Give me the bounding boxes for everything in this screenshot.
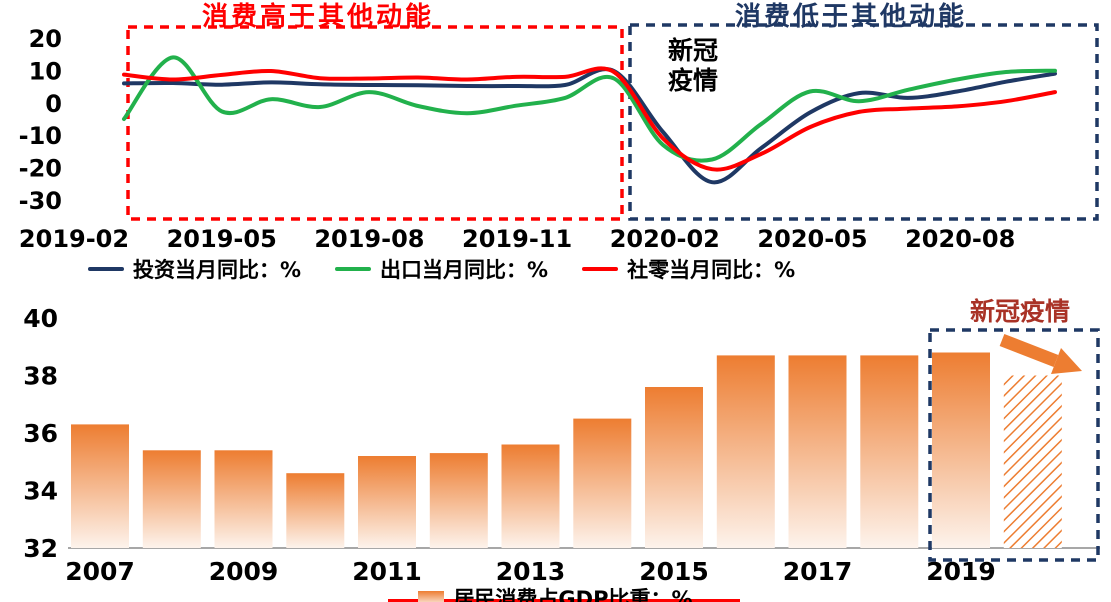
y-axis-tick-label: 38 xyxy=(23,362,58,391)
y-axis-tick-label: 32 xyxy=(23,534,58,563)
legend-label-investment: 投资当月同比：% xyxy=(133,258,302,282)
legend-label-retail: 社零当月同比：% xyxy=(627,258,796,282)
annotation-consumption-below-label: 消费低于其他动能 xyxy=(735,2,968,32)
bar-2015 xyxy=(645,387,703,548)
x-axis-tick-label: 2019-02 xyxy=(19,225,129,253)
covid-arrow-head xyxy=(1051,348,1082,374)
x-axis-tick-label: 2013 xyxy=(496,557,566,586)
bar-2010 xyxy=(286,473,345,548)
x-axis-tick-label: 2020-02 xyxy=(610,225,720,253)
annotation-consumption-above-label: 消费高于其他动能 xyxy=(202,2,435,32)
legend-label-consumption-gdp: 居民消费占GDP比重：% xyxy=(453,587,693,602)
retail-line-swatch xyxy=(582,267,619,271)
annotation-covid-bottom: 新冠疫情 xyxy=(970,297,1071,326)
legend-label-export: 出口当月同比：% xyxy=(380,258,549,282)
y-axis-tick-label: 40 xyxy=(23,304,58,333)
covid-highlight-box xyxy=(628,23,1099,221)
bar-2020 xyxy=(1003,375,1062,548)
bar-2007 xyxy=(71,424,129,548)
x-axis-tick-label: 2019-11 xyxy=(462,225,572,253)
x-axis-tick-label: 2009 xyxy=(209,557,279,586)
covid-arrow-shaft xyxy=(999,333,1059,368)
pre-covid-highlight-box xyxy=(126,25,624,221)
x-axis-tick-label: 2020-05 xyxy=(757,225,867,253)
x-axis-tick-label: 2019-05 xyxy=(167,225,277,253)
y-axis-tick-label: 10 xyxy=(29,57,62,85)
legend-item-export: 出口当月同比：% xyxy=(335,254,548,284)
x-axis-tick-label: 2019 xyxy=(926,557,996,586)
line-chart-legend: 投资当月同比：% 出口当月同比：% 社零当月同比：% xyxy=(88,254,795,284)
x-axis-tick-label: 2017 xyxy=(783,557,853,586)
export-line-swatch xyxy=(335,267,372,271)
y-axis-tick-label: 20 xyxy=(29,25,62,53)
export-line xyxy=(122,55,1057,163)
legend-item-retail: 社零当月同比：% xyxy=(582,254,795,284)
bar-2011 xyxy=(358,456,416,548)
y-axis-tick-label: 0 xyxy=(45,90,62,118)
bar-2009 xyxy=(214,450,273,548)
bar-2008 xyxy=(142,450,201,548)
y-axis-tick-label: 34 xyxy=(23,477,58,506)
bar-2019 xyxy=(932,352,990,548)
bar-2012 xyxy=(429,453,488,548)
line-chart-canvas: 20 10 0 -10 -20 -30 2019-02 2019-05 2019-08 2019-… xyxy=(19,23,1099,253)
bar-2017 xyxy=(788,355,847,548)
bar-2018 xyxy=(860,355,919,548)
retail-line xyxy=(122,66,1057,172)
bar-2016 xyxy=(716,355,775,548)
legend-item-investment: 投资当月同比：% xyxy=(88,254,301,284)
x-axis-tick-label: 2020-08 xyxy=(905,225,1015,253)
bar-chart-legend: 居民消费占GDP比重：% xyxy=(0,583,1111,602)
bottom-border-line xyxy=(388,599,740,602)
x-axis-tick-label: 2011 xyxy=(352,557,422,586)
y-axis-tick-label: -20 xyxy=(19,155,62,183)
bar-2014 xyxy=(573,418,632,548)
annotation-covid-top: 新冠 疫情 xyxy=(668,36,719,95)
bar-swatch xyxy=(418,590,445,602)
covid-highlight-box-bottom xyxy=(928,328,1100,562)
x-axis-tick-label: 2007 xyxy=(65,557,135,586)
investment-line-swatch xyxy=(88,267,124,271)
x-axis-tick-label: 2015 xyxy=(639,557,709,586)
bar-2013 xyxy=(501,444,560,548)
y-axis-tick-label: 36 xyxy=(23,419,58,448)
y-axis-tick-label: -10 xyxy=(19,122,62,150)
y-axis-tick-label: -30 xyxy=(19,187,62,215)
x-axis-tick-label: 2019-08 xyxy=(314,225,424,253)
